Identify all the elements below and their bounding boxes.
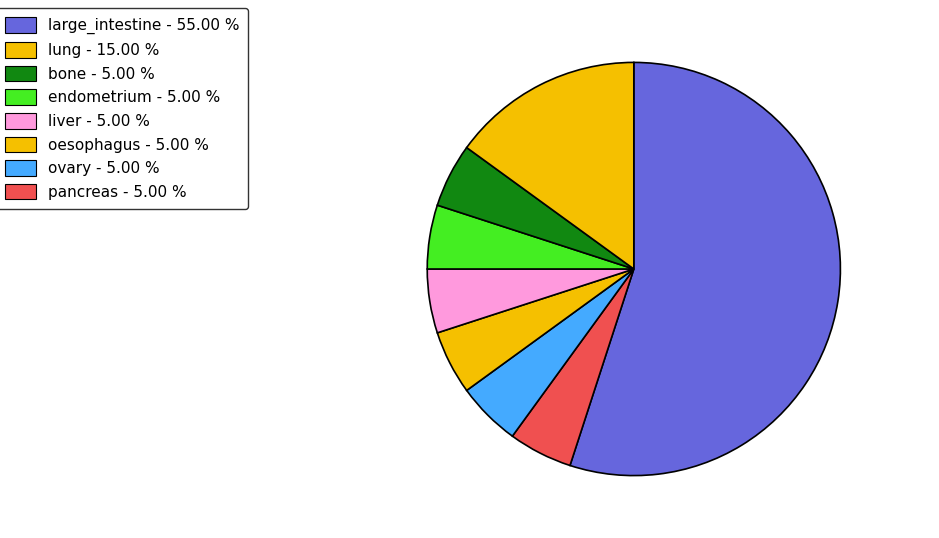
- Wedge shape: [467, 62, 634, 269]
- Wedge shape: [513, 269, 634, 465]
- Wedge shape: [438, 269, 634, 391]
- Wedge shape: [570, 62, 840, 476]
- Wedge shape: [438, 147, 634, 269]
- Wedge shape: [427, 269, 634, 333]
- Wedge shape: [467, 269, 634, 436]
- Wedge shape: [427, 205, 634, 269]
- Legend: large_intestine - 55.00 %, lung - 15.00 %, bone - 5.00 %, endometrium - 5.00 %, : large_intestine - 55.00 %, lung - 15.00 …: [0, 8, 249, 209]
